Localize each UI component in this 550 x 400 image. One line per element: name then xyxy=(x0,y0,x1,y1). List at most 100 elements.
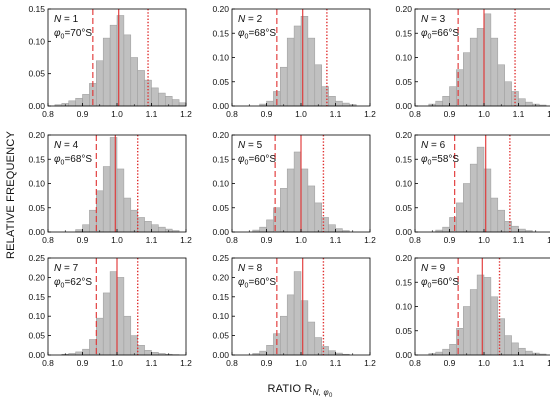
histogram-bar xyxy=(68,100,76,107)
histogram-bar xyxy=(123,34,132,107)
panel-n-annotation: N = 7 xyxy=(54,263,79,274)
histogram-bar xyxy=(335,100,343,107)
phi-symbol: φ xyxy=(421,28,428,39)
x-tick-label: 1.0 xyxy=(478,358,490,368)
histogram-bar xyxy=(130,209,138,233)
n-symbol: N xyxy=(54,263,62,274)
phi-symbol: φ xyxy=(238,277,245,288)
x-tick-label: 1.1 xyxy=(146,109,158,119)
histogram-bar xyxy=(435,351,443,356)
y-tick-label: 0.05 xyxy=(212,203,229,213)
y-tick-label: 0.10 xyxy=(28,311,45,321)
histogram-bar xyxy=(273,207,281,233)
x-tick-label: 0.8 xyxy=(42,109,54,119)
phi-value: =60°S xyxy=(248,154,276,165)
histogram-bar xyxy=(314,202,322,233)
histogram-bar xyxy=(82,224,90,233)
histogram-bar xyxy=(307,185,316,233)
histogram-bar xyxy=(109,271,118,356)
panel-phi-annotation: φ0=62°S xyxy=(54,277,92,290)
y-tick-label: 0.20 xyxy=(212,272,229,282)
phi-symbol: φ xyxy=(238,28,245,39)
histogram-bar xyxy=(151,87,159,107)
histogram-bar xyxy=(483,277,492,356)
histogram-bar xyxy=(518,228,526,233)
histogram-bar xyxy=(307,37,316,107)
panel-phi-annotation: φ0=60°S xyxy=(238,277,276,290)
y-tick-label: 0.20 xyxy=(395,130,412,140)
histogram-bar xyxy=(463,52,471,107)
panel-n-annotation: N = 9 xyxy=(421,263,446,274)
histogram-bar xyxy=(314,337,322,356)
phi-symbol: φ xyxy=(54,28,61,39)
y-tick-label: 0.05 xyxy=(28,331,45,341)
phi-subscript: 0 xyxy=(428,160,432,167)
panel-4: 0.8 0.9 1.0 1.1 1.2 0.00 0.05 0.10 0.15 0.20 N = 4… xyxy=(28,130,192,245)
histogram-bar xyxy=(463,183,471,233)
phi-value: =66°S xyxy=(431,28,459,39)
x-tick-label: 0.9 xyxy=(261,109,273,119)
n-value: = 8 xyxy=(245,263,262,274)
histogram-bar xyxy=(89,209,97,233)
x-tick-label: 0.8 xyxy=(409,109,421,119)
y-tick-label: 0.10 xyxy=(28,179,45,189)
y-tick-label: 0.25 xyxy=(28,253,45,263)
phi-subscript: 0 xyxy=(61,34,65,41)
histogram-bar xyxy=(137,70,145,107)
panel-n-annotation: N = 1 xyxy=(54,14,79,25)
histogram-bar xyxy=(463,306,471,356)
y-tick-label: 0.15 xyxy=(395,28,412,38)
n-symbol: N xyxy=(421,140,429,151)
x-tick-label: 1.1 xyxy=(146,358,158,368)
panel-8: 0.8 0.9 1.0 1.1 1.2 0.00 0.05 0.10 0.15 0.20 0.25 N… xyxy=(212,253,376,368)
x-tick-label: 0.8 xyxy=(42,235,54,245)
histogram-bar xyxy=(469,37,478,107)
x-tick-label: 1.0 xyxy=(478,235,490,245)
panel-n-annotation: N = 2 xyxy=(238,14,263,25)
panel-6: 0.8 0.9 1.0 1.1 1.2 0.00 0.05 0.10 0.15 0.20 N = 6… xyxy=(395,130,550,245)
y-tick-label: 0.00 xyxy=(395,101,412,111)
histogram-bar xyxy=(518,347,526,356)
x-tick-label: 0.8 xyxy=(226,109,238,119)
y-tick-label: 0.20 xyxy=(28,130,45,140)
phi-subscript: 0 xyxy=(61,160,65,167)
y-tick-label: 0.15 xyxy=(28,154,45,164)
x-tick-label: 0.9 xyxy=(261,358,273,368)
panel-3: 0.8 0.9 1.0 1.1 1.2 0.00 0.05 0.10 0.15 0.20 N = 3… xyxy=(395,4,550,119)
panel-phi-annotation: φ0=68°S xyxy=(54,154,92,167)
histogram-bar xyxy=(259,350,267,356)
phi-symbol: φ xyxy=(238,154,245,165)
histogram-bar xyxy=(449,217,457,233)
histogram-bar xyxy=(435,100,443,107)
histogram-bar xyxy=(300,300,309,356)
x-tick-label: 1.2 xyxy=(364,109,376,119)
histogram-bar xyxy=(151,224,159,233)
y-tick-label: 0.20 xyxy=(28,272,45,282)
histogram-bar xyxy=(449,344,457,356)
histogram-bar xyxy=(266,100,274,107)
n-symbol: N xyxy=(421,14,429,25)
y-tick-label: 0.00 xyxy=(28,227,45,237)
histogram-bar xyxy=(266,345,274,356)
phi-subscript: 0 xyxy=(61,283,65,290)
n-symbol: N xyxy=(238,263,246,274)
x-tick-label: 1.1 xyxy=(330,358,342,368)
phi-value: =60°S xyxy=(431,277,459,288)
x-tick-label: 1.2 xyxy=(364,358,376,368)
x-tick-label: 0.9 xyxy=(444,235,456,245)
histogram-bar xyxy=(96,60,104,107)
n-symbol: N xyxy=(54,14,62,25)
histogram-bar xyxy=(442,226,450,233)
histogram-bar xyxy=(109,137,118,233)
phi-symbol: φ xyxy=(421,277,428,288)
y-tick-label: 0.25 xyxy=(212,253,229,263)
n-value: = 2 xyxy=(245,14,262,25)
histogram-bar xyxy=(497,209,505,233)
histogram-bar xyxy=(335,228,343,233)
histogram-bar xyxy=(75,351,83,356)
x-tick-label: 0.8 xyxy=(226,235,238,245)
phi-symbol: φ xyxy=(421,154,428,165)
y-tick-label: 0.00 xyxy=(212,350,229,360)
histogram-bar xyxy=(286,37,295,107)
histogram-bar xyxy=(82,348,90,356)
